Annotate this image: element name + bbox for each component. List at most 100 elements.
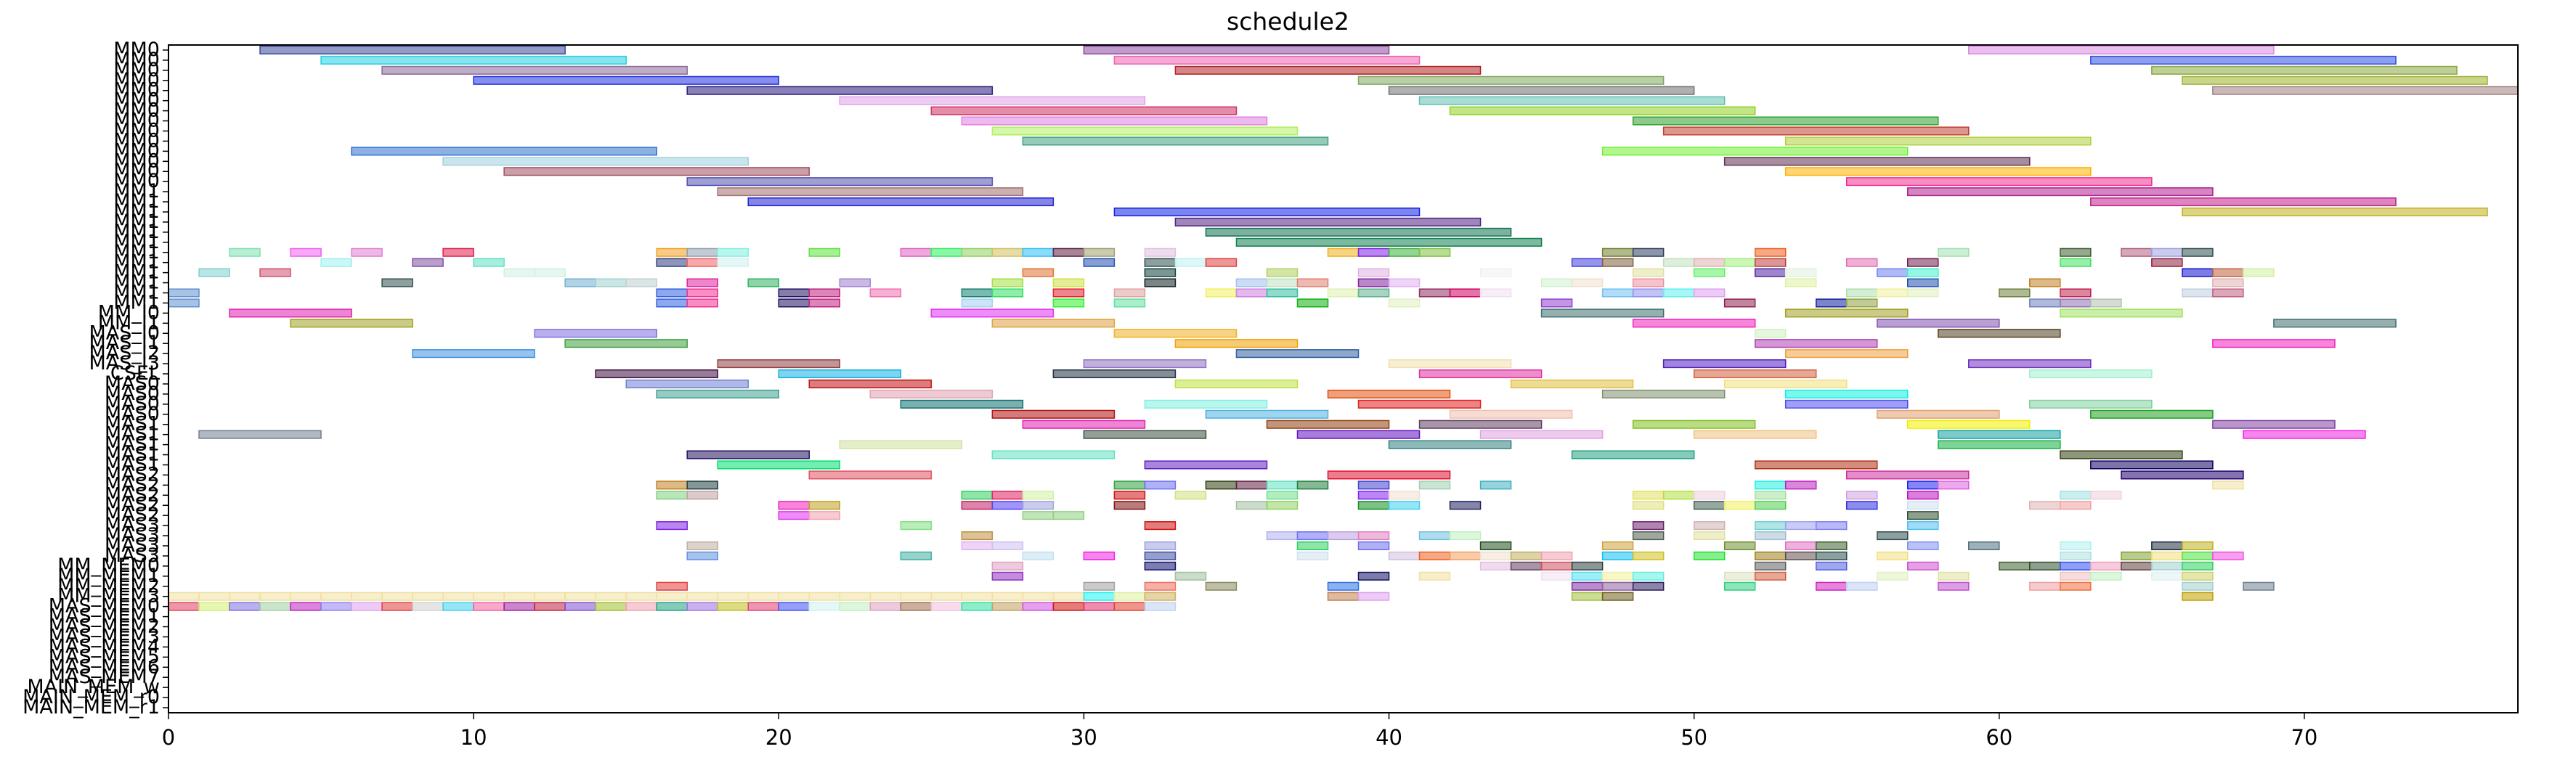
- y-tick-label: MAS2: [105, 494, 160, 516]
- y-tick-label: MAS_MEM2: [49, 615, 160, 638]
- gantt-bar: [1876, 268, 1909, 277]
- y-tick-label: MM1: [113, 231, 160, 253]
- gantt-bar: [2151, 258, 2183, 267]
- gantt-bar: [1938, 571, 1970, 581]
- gantt-bar: [168, 288, 200, 298]
- gantt-bar: [1327, 389, 1451, 398]
- gantt-bar: [229, 602, 261, 611]
- gantt-bar: [656, 248, 688, 257]
- gantt-bar: [1571, 581, 1604, 591]
- gantt-bar: [564, 592, 596, 601]
- gantt-bar: [1968, 45, 2275, 55]
- gantt-bar: [1754, 501, 1787, 510]
- gantt-bar: [1815, 541, 1848, 551]
- gantt-bar: [1968, 359, 2092, 369]
- gantt-bar: [1876, 551, 1909, 560]
- gantt-bar: [1693, 531, 1726, 541]
- gantt-bar: [1449, 409, 1573, 419]
- gantt-bar: [1723, 571, 1756, 581]
- gantt-bar: [1113, 501, 1146, 510]
- gantt-bar: [1540, 561, 1573, 570]
- gantt-bar: [2029, 278, 2061, 287]
- chart-title: schedule2: [1227, 7, 1349, 36]
- gantt-bar: [686, 86, 994, 95]
- y-tick-label: MAS_MEM3: [49, 625, 160, 647]
- gantt-bar: [1601, 581, 1634, 591]
- gantt-bar: [2151, 561, 2183, 570]
- gantt-bar: [1144, 460, 1268, 470]
- gantt-bar: [991, 278, 1024, 287]
- gantt-bar: [1632, 116, 1939, 126]
- gantt-bar: [1144, 399, 1268, 409]
- gantt-bar: [808, 248, 841, 257]
- gantt-bar: [168, 592, 200, 601]
- y-tick-label: MM1: [113, 200, 160, 223]
- gantt-bar: [1113, 207, 1421, 217]
- gantt-bar: [1327, 531, 1360, 541]
- gantt-bar: [1876, 409, 2000, 419]
- gantt-bar: [2090, 460, 2214, 470]
- gantt-bar: [747, 592, 780, 601]
- gantt-bar: [961, 592, 994, 601]
- gantt-bar: [1327, 248, 1360, 257]
- gantt-bar: [2212, 288, 2244, 298]
- gantt-bar: [1632, 248, 1665, 257]
- gantt-bar: [1144, 541, 1177, 551]
- gantt-bar: [717, 602, 749, 611]
- gantt-bar: [290, 592, 322, 601]
- y-tick-label: MM1: [113, 210, 160, 233]
- gantt-bar: [1083, 359, 1207, 369]
- gantt-bar: [778, 298, 810, 308]
- gantt-bar: [442, 248, 474, 257]
- y-tick-label: MM0: [113, 139, 160, 162]
- gantt-bar: [1906, 541, 1939, 551]
- gantt-bar: [1876, 571, 1909, 581]
- gantt-bar: [1632, 581, 1665, 591]
- gantt-bar: [1022, 551, 1055, 560]
- gantt-bar: [747, 278, 780, 287]
- gantt-bar: [625, 379, 749, 389]
- gantt-bar: [686, 177, 994, 187]
- y-tick-label: MAS0: [105, 382, 160, 405]
- gantt-bar: [1938, 480, 1970, 490]
- gantt-bar: [1571, 561, 1604, 570]
- gantt-bar: [1144, 268, 1177, 277]
- gantt-bar: [1174, 379, 1299, 389]
- gantt-bar: [1662, 288, 1695, 298]
- gantt-bar: [1876, 531, 1909, 541]
- gantt-bar: [2151, 571, 2183, 581]
- gantt-bar: [1540, 308, 1665, 318]
- y-tick-label: MAS1: [105, 423, 160, 446]
- gantt-bar: [1784, 349, 1909, 359]
- y-tick-label: MAS0: [105, 372, 160, 395]
- gantt-bar: [625, 278, 657, 287]
- gantt-bar: [1510, 379, 1634, 389]
- gantt-bar: [2182, 561, 2214, 570]
- gantt-bar: [1327, 288, 1360, 298]
- gantt-bar: [1449, 551, 1482, 560]
- gantt-bar: [1632, 551, 1665, 560]
- gantt-bar: [503, 602, 535, 611]
- x-tick-label: 10: [460, 725, 487, 750]
- gantt-bar: [930, 308, 1055, 318]
- gantt-bar: [1266, 501, 1299, 510]
- gantt-bar: [1327, 581, 1360, 591]
- gantt-bar: [686, 258, 718, 267]
- gantt-bar: [1784, 268, 1817, 277]
- gantt-bar: [2060, 501, 2092, 510]
- gantt-bar: [808, 298, 841, 308]
- gantt-bar: [290, 602, 322, 611]
- gantt-bar: [1235, 480, 1268, 490]
- gantt-bar: [2151, 551, 2183, 560]
- gantt-bar: [2182, 571, 2214, 581]
- gantt-bar: [1845, 288, 1878, 298]
- gantt-bar: [1083, 602, 1116, 611]
- gantt-bar: [717, 460, 841, 470]
- gantt-bar: [1601, 571, 1634, 581]
- gantt-bar: [778, 592, 810, 601]
- y-tick-label: MM0: [113, 150, 160, 172]
- gantt-bar: [656, 258, 688, 267]
- gantt-bar: [808, 379, 933, 389]
- gantt-bar: [1174, 65, 1482, 75]
